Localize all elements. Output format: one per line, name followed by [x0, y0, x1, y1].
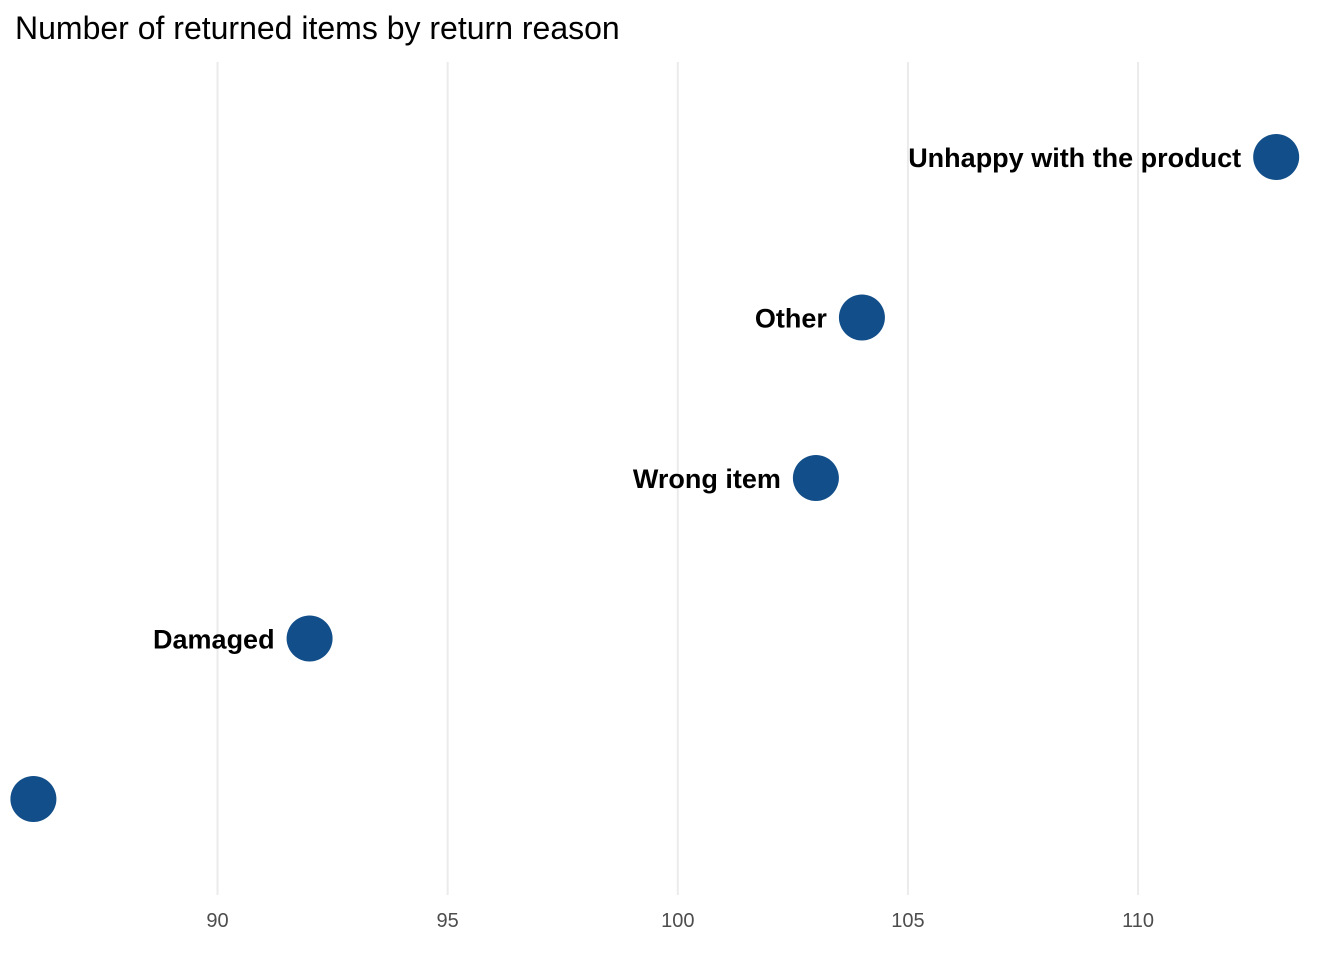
point-label: Damaged	[153, 625, 275, 655]
gridlines	[216, 62, 1140, 895]
data-points	[10, 134, 1300, 822]
chart-title: Number of returned items by return reaso…	[15, 10, 620, 46]
data-point	[286, 615, 333, 662]
x-tick-label: 100	[661, 910, 694, 932]
x-tick-label: 90	[206, 910, 228, 932]
x-axis-ticks: 90 95 100 105 110	[206, 910, 1154, 932]
x-tick-label: 105	[891, 910, 924, 932]
point-label: Unhappy with the product	[908, 143, 1241, 173]
data-point	[792, 455, 839, 501]
point-label: Other	[755, 304, 828, 334]
data-point	[1253, 134, 1300, 180]
point-label: Wrong item	[633, 464, 781, 494]
x-tick-label: 110	[1122, 910, 1154, 932]
point-labels: Unhappy with the product Other Wrong item D…	[153, 143, 1241, 655]
x-tick-label: 95	[437, 910, 459, 932]
data-point	[838, 294, 885, 341]
data-point	[10, 776, 57, 822]
